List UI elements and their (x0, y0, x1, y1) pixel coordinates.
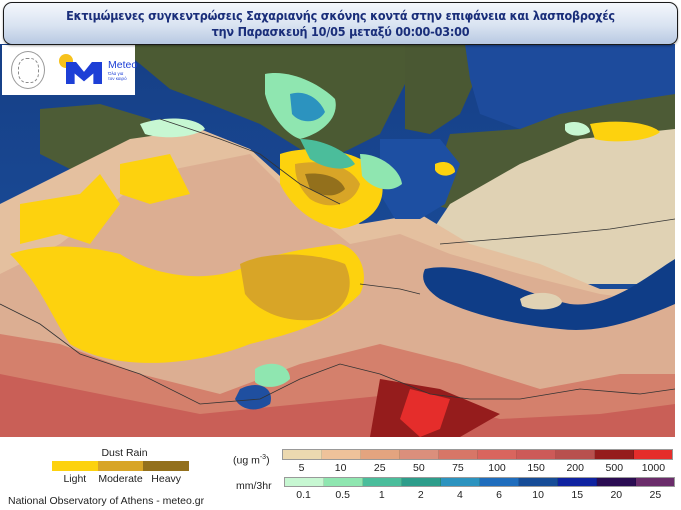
meteo-text: Meteo Όλα για τον καιρό (108, 59, 137, 82)
concentration-unit-base: (ug m (233, 454, 260, 467)
conc-tick: 500 (605, 462, 624, 474)
conc-tick: 50 (412, 462, 425, 474)
precip-swatch-20 (597, 478, 636, 486)
precip-tick: 25 (649, 489, 662, 501)
dust-rain-label-heavy: Heavy (151, 473, 182, 485)
precip-swatch-2 (402, 478, 441, 486)
conc-swatch-50 (400, 450, 439, 459)
dust-rain-title: Dust Rain (101, 447, 148, 459)
meteo-brand: Meteo (108, 58, 138, 71)
precip-ticks: 0.1 0.5 1 2 4 6 10 15 20 25 (284, 489, 675, 501)
conc-swatch-1000 (634, 450, 672, 459)
conc-tick: 150 (527, 462, 545, 474)
conc-swatch-100 (478, 450, 517, 459)
precip-tick: 15 (571, 489, 584, 501)
concentration-ticks: 5 10 25 50 75 100 150 200 500 1000 (282, 462, 673, 474)
conc-tick: 200 (566, 462, 584, 474)
conc-tick: 5 (298, 462, 305, 474)
meteo-tagline-2: τον καιρό (108, 76, 127, 81)
dust-rain-labels: Light Moderate Heavy (52, 473, 189, 486)
title-line-1: Εκτιμώμενες συγκεντρώσεις Σαχαριανής σκό… (66, 7, 615, 23)
precip-unit: mm/3hr (236, 480, 272, 492)
title-line-2: την Παρασκευή 10/05 μεταξύ 00:00-03:00 (211, 23, 470, 39)
dust-rain-legend: Dust Rain Light Moderate Heavy (52, 447, 190, 486)
dust-rain-colorbar (52, 461, 190, 471)
precip-swatch-0.5 (324, 478, 363, 486)
meteo-logo-icon (59, 54, 104, 86)
conc-tick: 10 (334, 462, 347, 474)
precip-swatch-0.1 (285, 478, 324, 486)
conc-swatch-75 (439, 450, 478, 459)
dust-rain-moderate-swatch (97, 461, 144, 471)
dust-rain-label-light: Light (63, 473, 87, 485)
dust-rain-heavy-swatch (143, 461, 190, 471)
logo-panel: Meteo Όλα για τον καιρό (2, 45, 137, 95)
precip-swatch-15 (558, 478, 597, 486)
map-edge (675, 44, 681, 437)
precip-swatch-6 (480, 478, 519, 486)
conc-swatch-10 (322, 450, 361, 459)
credit-text: National Observatory of Athens - meteo.g… (8, 495, 205, 507)
title-banner: Εκτιμώμενες συγκεντρώσεις Σαχαριανής σκό… (3, 2, 678, 45)
conc-swatch-200 (556, 450, 595, 459)
precip-tick: 2 (417, 489, 424, 501)
conc-swatch-25 (361, 450, 400, 459)
concentration-unit-sup: -3 (259, 454, 267, 461)
precip-tick: 1 (378, 489, 385, 501)
precip-tick: 4 (457, 489, 463, 501)
precip-swatch-25 (636, 478, 674, 486)
concentration-colorbar (282, 449, 673, 460)
dust-forecast-map (0, 44, 675, 437)
meteo-m-icon (66, 62, 102, 84)
precip-tick: 20 (610, 489, 623, 501)
conc-tick: 1000 (641, 462, 666, 474)
map-graphic (0, 44, 675, 437)
conc-swatch-500 (595, 450, 634, 459)
dust-rain-light-swatch (52, 461, 98, 471)
precip-swatch-1 (363, 478, 402, 486)
meteo-tagline-1: Όλα για (108, 70, 124, 76)
dust-rain-label-moderate: Moderate (98, 473, 143, 485)
precip-swatch-4 (441, 478, 480, 486)
conc-tick: 25 (373, 462, 386, 474)
precip-swatch-10 (519, 478, 558, 486)
conc-swatch-150 (517, 450, 556, 459)
conc-tick: 100 (488, 462, 506, 474)
conc-tick: 75 (452, 462, 464, 474)
noa-seal-icon (11, 51, 45, 89)
precip-tick: 0.5 (335, 489, 350, 501)
precip-colorbar (284, 477, 675, 487)
precip-tick: 0.1 (296, 489, 311, 501)
conc-swatch-5 (283, 450, 322, 459)
concentration-unit: (ug m-3) (233, 454, 270, 467)
precip-tick: 10 (532, 489, 544, 501)
precip-tick: 6 (496, 489, 502, 501)
concentration-unit-end: ) (266, 454, 270, 467)
